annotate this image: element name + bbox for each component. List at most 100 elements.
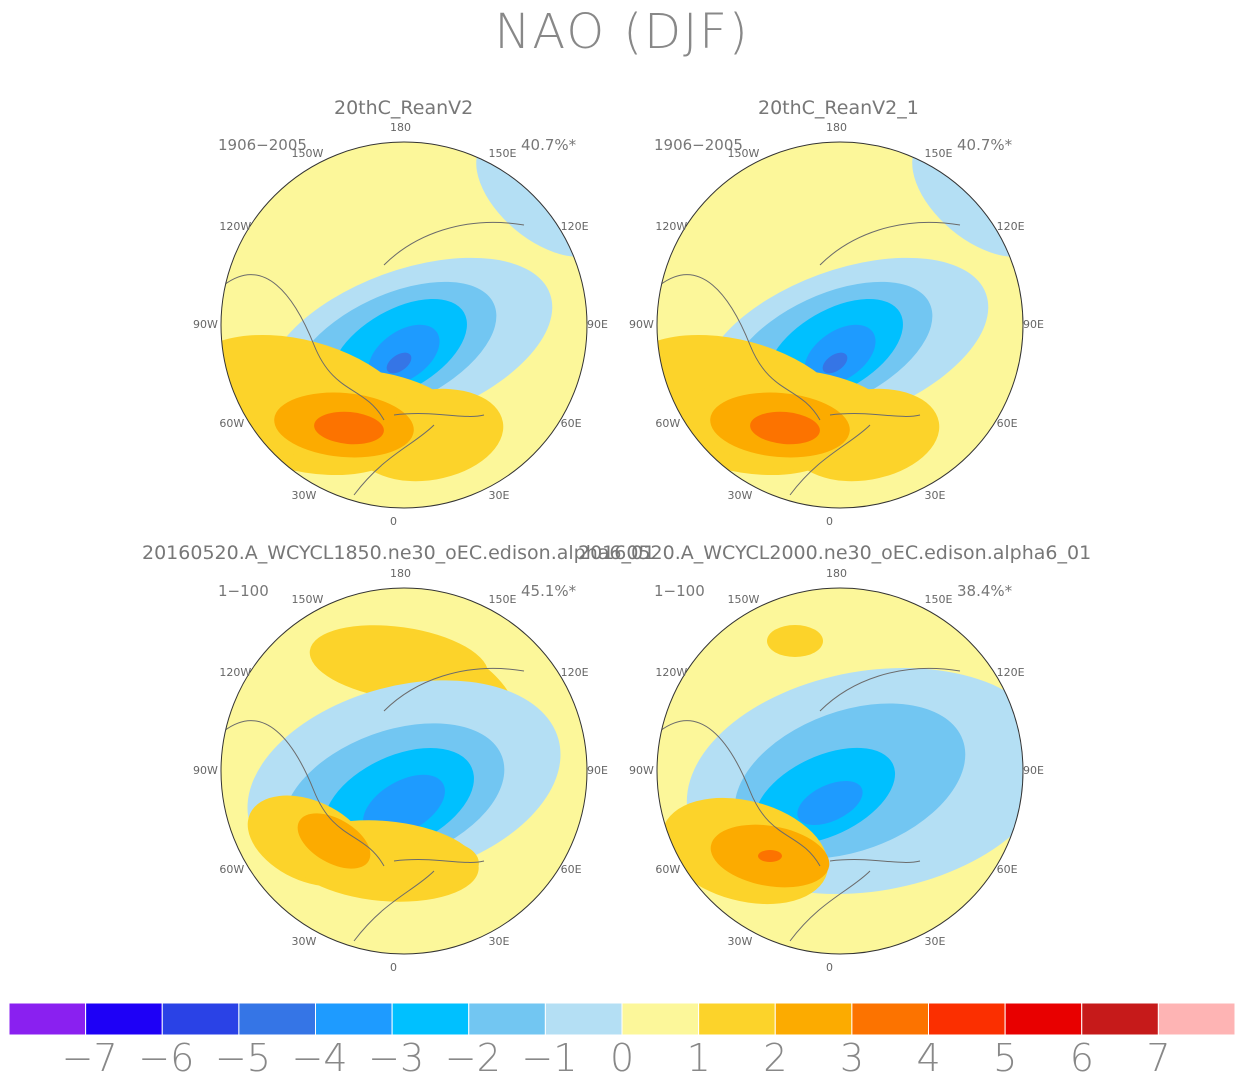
longitude-label: 0 bbox=[826, 961, 833, 974]
variance-label: 45.1%* bbox=[521, 582, 577, 600]
longitude-label: 30E bbox=[488, 934, 510, 948]
map-border bbox=[220, 587, 588, 955]
longitude-label: 60E bbox=[996, 862, 1018, 876]
longitude-label: 30W bbox=[727, 488, 753, 502]
contour-fields bbox=[247, 625, 561, 902]
longitude-label: 120W bbox=[219, 219, 252, 233]
panel-title: 20160520.A_WCYCL2000.ne30_oEC.edison.alp… bbox=[578, 542, 1092, 564]
longitude-label: 90W bbox=[629, 318, 654, 331]
colorbar-swatch bbox=[851, 1002, 929, 1036]
colorbar-label: 7 bbox=[1146, 1036, 1171, 1080]
longitude-label: 60W bbox=[219, 862, 245, 876]
longitude-label: 120W bbox=[655, 219, 688, 233]
colorbar-swatch bbox=[8, 1002, 87, 1036]
colorbar-swatch bbox=[928, 1002, 1006, 1036]
longitude-label: 180 bbox=[826, 121, 847, 134]
longitude-label: 150E bbox=[924, 147, 953, 161]
longitude-label: 120W bbox=[655, 665, 688, 679]
polar-maps bbox=[220, 141, 1024, 955]
longitude-label: 60E bbox=[560, 862, 582, 876]
longitude-label: 150W bbox=[727, 593, 760, 607]
longitude-label: 120E bbox=[996, 665, 1025, 679]
panel-title: 20thC_ReanV2_1 bbox=[758, 97, 919, 119]
colorbar-label: −7 bbox=[61, 1036, 118, 1080]
longitude-label: 90E bbox=[1023, 318, 1044, 331]
longitude-label: 90W bbox=[193, 764, 218, 777]
coastline bbox=[659, 221, 961, 496]
colorbar-label: 3 bbox=[839, 1036, 865, 1080]
contour-blob bbox=[797, 780, 863, 826]
colorbar-label: −1 bbox=[521, 1036, 578, 1080]
longitude-label: 60E bbox=[996, 416, 1018, 430]
longitude-label: 0 bbox=[390, 961, 397, 974]
longitude-label: 0 bbox=[390, 515, 397, 528]
colorbar-swatch bbox=[544, 1002, 623, 1036]
map-border bbox=[656, 587, 1024, 955]
colorbar-swatch bbox=[774, 1002, 853, 1036]
colorbar-label: 0 bbox=[610, 1036, 635, 1080]
longitude-label: 150E bbox=[488, 147, 517, 161]
colorbar-swatch bbox=[161, 1002, 240, 1036]
colorbar-label: 5 bbox=[993, 1036, 1018, 1080]
longitude-label: 30E bbox=[488, 488, 510, 502]
period-label: 1−100 bbox=[654, 582, 705, 600]
panel-title: 20160520.A_WCYCL1850.ne30_oEC.edison.alp… bbox=[142, 542, 656, 564]
period-label: 1906−2005 bbox=[218, 136, 307, 154]
contour-blob bbox=[297, 813, 371, 869]
contour-fields bbox=[221, 142, 587, 482]
colorbar-swatch bbox=[621, 1002, 700, 1036]
variance-label: 40.7%* bbox=[521, 136, 577, 154]
map-border bbox=[656, 141, 1024, 509]
colorbar-swatch bbox=[238, 1002, 316, 1036]
longitude-label: 90W bbox=[629, 764, 654, 777]
contour-fields bbox=[661, 625, 1023, 905]
variance-label: 38.4%* bbox=[957, 582, 1013, 600]
map-3 bbox=[220, 587, 588, 955]
longitude-label: 60E bbox=[560, 416, 582, 430]
panel-title: 20thC_ReanV2 bbox=[334, 97, 474, 119]
colorbar-label: −3 bbox=[368, 1036, 425, 1080]
longitude-label: 90W bbox=[193, 318, 218, 331]
longitude-label: 30E bbox=[924, 934, 946, 948]
contour-blob bbox=[386, 352, 412, 374]
longitude-label: 30W bbox=[291, 934, 317, 948]
colorbar-label: −4 bbox=[291, 1036, 348, 1080]
longitude-label: 30E bbox=[924, 488, 946, 502]
longitude-label: 150E bbox=[924, 593, 953, 607]
contour-blob bbox=[767, 625, 823, 657]
longitude-label: 60W bbox=[219, 416, 245, 430]
colorbar-swatch bbox=[391, 1002, 470, 1036]
longitude-label: 30W bbox=[727, 934, 753, 948]
coastline bbox=[223, 667, 525, 942]
map-border bbox=[220, 141, 588, 509]
longitude-label: 180 bbox=[826, 567, 847, 580]
longitude-label: 0 bbox=[826, 515, 833, 528]
contour-blob bbox=[314, 411, 384, 445]
longitude-label: 180 bbox=[390, 121, 411, 134]
colorbar-swatch bbox=[315, 1002, 393, 1036]
map-1 bbox=[220, 141, 588, 509]
longitude-label: 150W bbox=[291, 147, 324, 161]
period-label: 1906−2005 bbox=[654, 136, 743, 154]
contour-blob bbox=[389, 840, 479, 892]
colorbar-label: 1 bbox=[686, 1036, 711, 1080]
colorbar-swatch bbox=[1004, 1002, 1083, 1036]
contour-blob bbox=[758, 850, 782, 862]
longitude-label: 90E bbox=[587, 318, 608, 331]
longitude-label: 30W bbox=[291, 488, 317, 502]
longitude-label: 60W bbox=[655, 862, 681, 876]
colorbar-label: −5 bbox=[214, 1036, 271, 1080]
colorbar-label: 6 bbox=[1069, 1036, 1094, 1080]
colorbar-swatch bbox=[1081, 1002, 1159, 1036]
longitude-label: 90E bbox=[1023, 764, 1044, 777]
longitude-label: 180 bbox=[390, 567, 411, 580]
colorbar-label: 4 bbox=[916, 1036, 941, 1080]
colorbar-label: −6 bbox=[138, 1036, 195, 1080]
colorbar-swatch bbox=[698, 1002, 776, 1036]
map-4 bbox=[656, 587, 1024, 955]
longitude-label: 150W bbox=[291, 593, 324, 607]
longitude-label: 120E bbox=[996, 219, 1025, 233]
map-2 bbox=[656, 141, 1024, 509]
colorbar-swatch bbox=[468, 1002, 546, 1036]
colorbar bbox=[8, 1002, 1236, 1036]
